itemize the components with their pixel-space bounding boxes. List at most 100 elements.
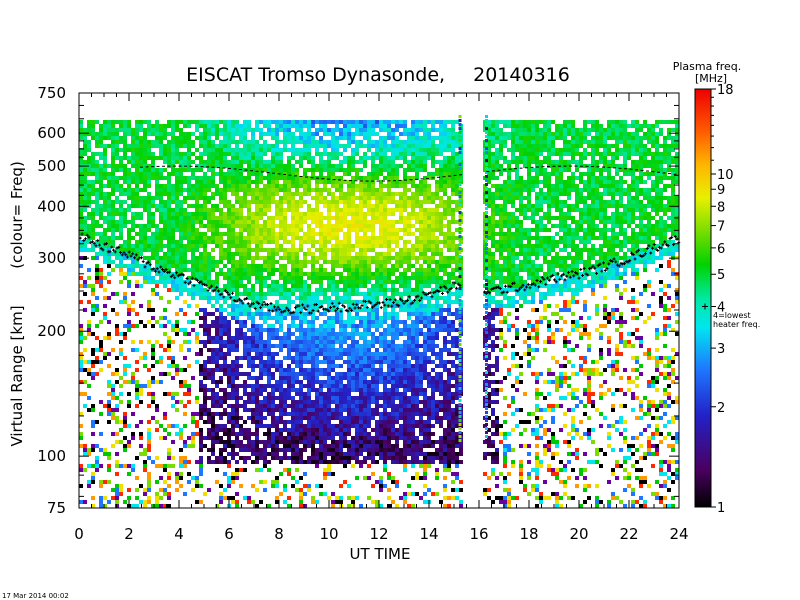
heatmap-cell: [139, 144, 143, 148]
heatmap-cell: [299, 148, 303, 152]
heatmap-cell: [211, 372, 215, 376]
heatmap-cell: [331, 248, 335, 252]
heatmap-cell: [303, 440, 307, 444]
heatmap-cell: [115, 488, 119, 492]
heatmap-cell: [207, 328, 211, 332]
heatmap-cell: [223, 360, 227, 364]
heatmap-cell: [131, 156, 135, 160]
heatmap-cell: [311, 268, 315, 272]
heatmap-cell: [327, 384, 331, 388]
heatmap-cell: [191, 192, 195, 196]
heatmap-cell: [371, 440, 375, 444]
heatmap-cell: [343, 196, 347, 200]
heatmap-cell: [375, 120, 379, 124]
heatmap-cell: [311, 496, 315, 500]
heatmap-cell: [359, 300, 363, 304]
heatmap-cell: [231, 412, 235, 416]
heatmap-cell: [155, 292, 159, 296]
heatmap-cell: [319, 404, 323, 408]
heatmap-cell: [355, 444, 359, 448]
heatmap-cell: [355, 360, 359, 364]
heatmap-cell: [279, 220, 283, 224]
heatmap-cell: [379, 332, 383, 336]
heatmap-cell: [287, 232, 291, 236]
heatmap-cell: [335, 384, 339, 388]
heatmap-cell: [235, 296, 239, 300]
heatmap-cell: [283, 236, 287, 240]
heatmap-cell: [295, 288, 299, 292]
heatmap-cell: [267, 160, 271, 164]
heatmap-cell: [355, 348, 359, 352]
heatmap-cell: [283, 316, 287, 320]
heatmap-cell: [187, 260, 191, 264]
heatmap-cell: [295, 228, 299, 232]
heatmap-cell: [203, 152, 207, 156]
heatmap-cell: [131, 200, 135, 204]
heatmap-cell: [103, 244, 107, 248]
heatmap-cell: [243, 252, 247, 256]
heatmap-cell: [203, 388, 207, 392]
heatmap-cell: [219, 380, 223, 384]
heatmap-cell: [91, 284, 95, 288]
heatmap-cell: [355, 284, 359, 288]
heatmap-cell: [119, 200, 123, 204]
heatmap-cell: [367, 316, 371, 320]
heatmap-cell: [271, 128, 275, 132]
heatmap-cell: [343, 292, 347, 296]
heatmap-cell: [243, 184, 247, 188]
heatmap-cell: [263, 204, 267, 208]
heatmap-cell: [247, 352, 251, 356]
heatmap-cell: [199, 196, 203, 200]
heatmap-cell: [319, 300, 323, 304]
heatmap-cell: [383, 136, 387, 140]
heatmap-cell: [171, 216, 175, 220]
heatmap-cell: [195, 412, 199, 416]
heatmap-cell: [159, 356, 163, 360]
heatmap-cell: [359, 400, 363, 404]
heatmap-cell: [187, 236, 191, 240]
heatmap-cell: [311, 292, 315, 296]
heatmap-cell: [287, 260, 291, 264]
heatmap-cell: [339, 388, 343, 392]
heatmap-cell: [107, 336, 111, 340]
heatmap-cell: [135, 216, 139, 220]
heatmap-cell: [375, 300, 379, 304]
heatmap-cell: [331, 376, 335, 380]
heatmap-cell: [275, 144, 279, 148]
heatmap-cell: [103, 120, 107, 124]
heatmap-cell: [287, 420, 291, 424]
heatmap-cell: [315, 388, 319, 392]
heatmap-cell: [131, 228, 135, 232]
heatmap-cell: [295, 376, 299, 380]
heatmap-cell: [275, 408, 279, 412]
heatmap-cell: [251, 388, 255, 392]
heatmap-cell: [335, 444, 339, 448]
heatmap-cell: [239, 268, 243, 272]
heatmap-cell: [291, 440, 295, 444]
heatmap-cell: [123, 420, 127, 424]
heatmap-cell: [243, 148, 247, 152]
heatmap-cell: [155, 192, 159, 196]
heatmap-cell: [219, 456, 223, 460]
heatmap-cell: [383, 300, 387, 304]
heatmap-cell: [347, 352, 351, 356]
heatmap-cell: [319, 440, 323, 444]
heatmap-cell: [87, 232, 91, 236]
heatmap-cell: [275, 452, 279, 456]
heatmap-cell: [299, 504, 303, 508]
heatmap-cell: [327, 464, 331, 468]
heatmap-cell: [255, 336, 259, 340]
heatmap-cell: [171, 248, 175, 252]
heatmap-cell: [275, 396, 279, 400]
heatmap-cell: [279, 416, 283, 420]
heatmap-cell: [79, 412, 83, 416]
heatmap-cell: [99, 188, 103, 192]
heatmap-cell: [359, 228, 363, 232]
heatmap-cell: [163, 284, 167, 288]
heatmap-cell: [95, 240, 99, 244]
heatmap-cell: [231, 216, 235, 220]
heatmap-cell: [191, 432, 195, 436]
heatmap-cell: [351, 164, 355, 168]
heatmap-cell: [239, 264, 243, 268]
heatmap-cell: [327, 344, 331, 348]
